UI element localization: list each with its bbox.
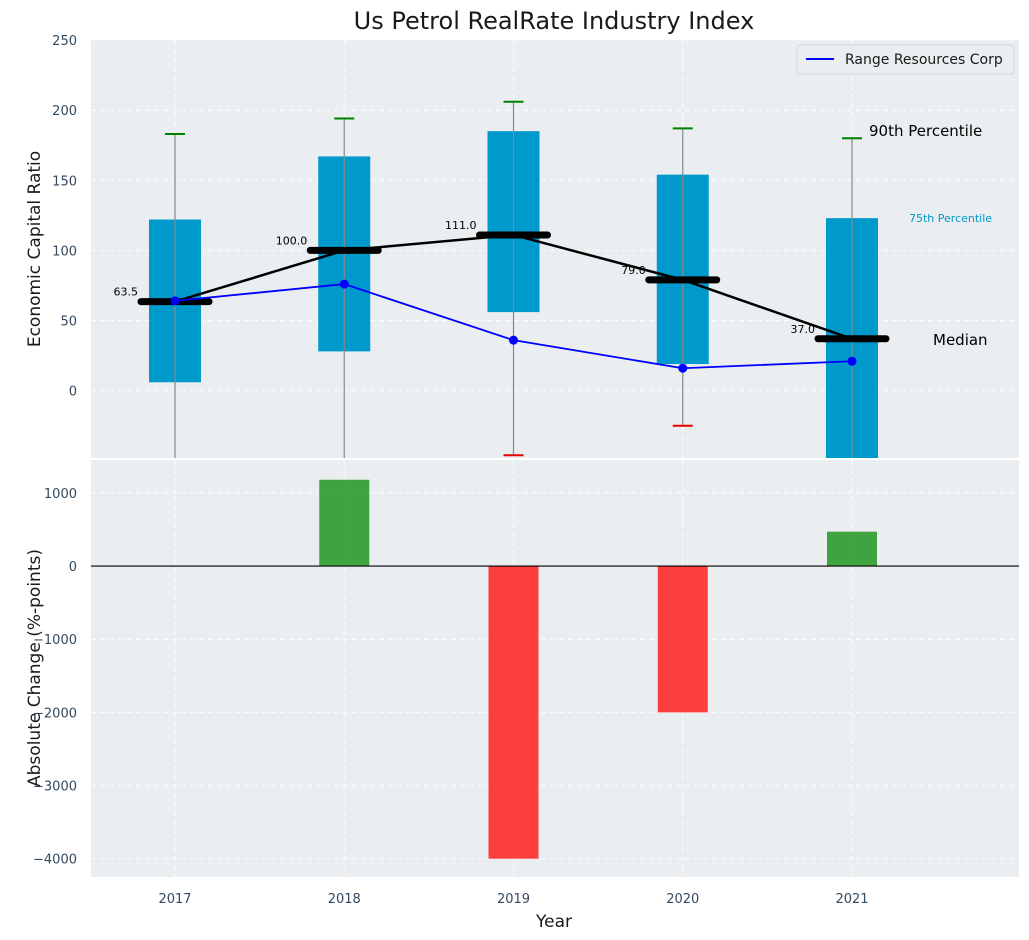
x-tick-label: 2020 [666, 892, 699, 907]
median-annotation: Median [933, 331, 988, 349]
top-y-tick-label: 0 [69, 385, 77, 400]
top-y-tick-label: 150 [52, 174, 77, 189]
change-bar [319, 479, 370, 567]
p90-annotation: 90th Percentile [869, 122, 982, 140]
median-value-label: 79.0 [621, 264, 646, 277]
legend: Range Resources Corp [796, 44, 1015, 75]
median-value-label: 63.5 [114, 286, 139, 299]
bottom-y-tick-label: −3000 [33, 780, 77, 795]
change-bar [488, 566, 539, 859]
change-bar [657, 566, 708, 713]
company-point [339, 279, 349, 289]
company-point [847, 356, 857, 366]
x-tick-label: 2018 [328, 892, 361, 907]
bottom-panel: 1000 0 −1000 −2000 −3000 −4000 Absolute Chang… [25, 460, 1019, 877]
p75-annotation: 75th Percentile [909, 212, 992, 225]
bottom-y-axis-label: Absolute Change (%-points) [25, 549, 45, 787]
bottom-y-tick-label: −4000 [33, 853, 77, 868]
top-y-axis-label: Economic Capital Ratio [25, 151, 45, 347]
top-y-tick-label: 250 [52, 34, 77, 49]
median-value-label: 37.0 [791, 323, 816, 336]
company-point [678, 363, 688, 373]
top-y-tick-label: 200 [52, 104, 77, 119]
top-panel: 0 50 100 150 200 250 63.5 100.0 111.0 79.0 37.0 90… [25, 34, 1019, 458]
bottom-y-tick-label: −2000 [33, 706, 77, 721]
bottom-plot-area [91, 460, 1019, 877]
x-axis-label: Year [535, 912, 572, 932]
x-tick-label: 2019 [497, 892, 530, 907]
bottom-y-tick-label: −1000 [33, 633, 77, 648]
top-plot-area [91, 40, 1019, 458]
median-value-label: 111.0 [445, 219, 477, 232]
x-tick-label: 2021 [835, 892, 868, 907]
x-tick-label: 2017 [158, 892, 191, 907]
bottom-y-tick-label: 0 [69, 560, 77, 575]
legend-label: Range Resources Corp [845, 52, 1003, 68]
company-point [170, 296, 180, 306]
change-bar [827, 531, 877, 567]
legend-box [796, 44, 1015, 75]
chart-title: Us Petrol RealRate Industry Index [354, 7, 755, 35]
company-point [509, 335, 518, 345]
bottom-y-tick-label: 1000 [44, 487, 77, 502]
top-y-tick-label: 50 [60, 315, 77, 330]
top-y-tick-label: 100 [52, 244, 77, 259]
median-value-label: 100.0 [276, 234, 308, 247]
